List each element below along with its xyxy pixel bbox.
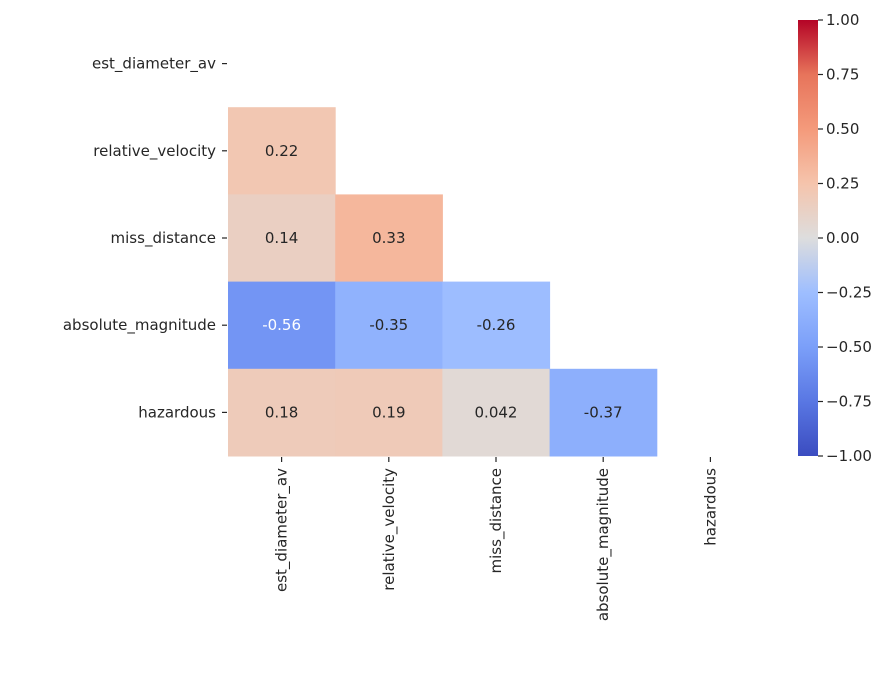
y-tick-label: est_diameter_av	[92, 55, 216, 74]
colorbar-gradient	[798, 20, 818, 456]
cell-value-label: 0.042	[475, 403, 518, 421]
heatmap-cell	[442, 368, 551, 457]
colorbar: 1.00 0.75 0.50 0.25 0.00 −0.25 −0.50 −0.75 −1.00	[798, 11, 872, 465]
heatmap-cell	[335, 194, 443, 283]
heatmap-cell	[549, 368, 658, 457]
colorbar-tick-label: 0.25	[826, 175, 859, 193]
cell-value-label: 0.18	[265, 403, 298, 421]
heatmap-cell	[228, 368, 336, 457]
heatmap-cell	[228, 281, 336, 370]
colorbar-tick-label: 0.75	[826, 66, 859, 84]
x-tick-label: absolute_magnitude	[594, 468, 613, 621]
x-tick-label: est_diameter_av	[273, 468, 292, 592]
heatmap-cells: 0.22 0.14 0.33 -0.56 -0.35 -0.26 0.18 0.19 0.042…	[228, 107, 658, 457]
cell-value-label: -0.35	[369, 316, 408, 334]
y-tick-label: relative_velocity	[93, 142, 216, 161]
y-tick-label: absolute_magnitude	[63, 316, 216, 335]
heatmap-cell	[442, 281, 551, 370]
x-tick-label: miss_distance	[487, 468, 506, 573]
colorbar-tick-label: −1.00	[826, 447, 872, 465]
heatmap-cell	[335, 281, 443, 370]
colorbar-tick-label: 0.00	[826, 229, 859, 247]
colorbar-tick-label: −0.25	[826, 284, 872, 302]
y-tick-label: hazardous	[138, 403, 216, 421]
cell-value-label: -0.56	[262, 316, 301, 334]
x-tick-labels: est_diameter_av relative_velocity miss_dis…	[273, 457, 719, 621]
x-tick-label: relative_velocity	[380, 468, 399, 591]
x-tick-label: hazardous	[701, 468, 719, 546]
y-tick-labels: est_diameter_av relative_velocity miss_dis…	[63, 55, 227, 421]
cell-value-label: 0.14	[265, 229, 298, 247]
colorbar-tick-label: −0.75	[826, 393, 872, 411]
heatmap-cell	[228, 107, 336, 195]
heatmap-cell	[335, 368, 443, 457]
colorbar-tick-label: 0.50	[826, 120, 859, 138]
y-tick-label: miss_distance	[111, 229, 216, 248]
cell-value-label: 0.19	[372, 403, 405, 421]
colorbar-tick-label: 1.00	[826, 11, 859, 29]
cell-value-label: 0.33	[372, 229, 405, 247]
colorbar-tick-label: −0.50	[826, 338, 872, 356]
cell-value-label: 0.22	[265, 142, 298, 160]
cell-value-label: -0.37	[584, 403, 623, 421]
heatmap-cell	[228, 194, 336, 283]
cell-value-label: -0.26	[477, 316, 516, 334]
